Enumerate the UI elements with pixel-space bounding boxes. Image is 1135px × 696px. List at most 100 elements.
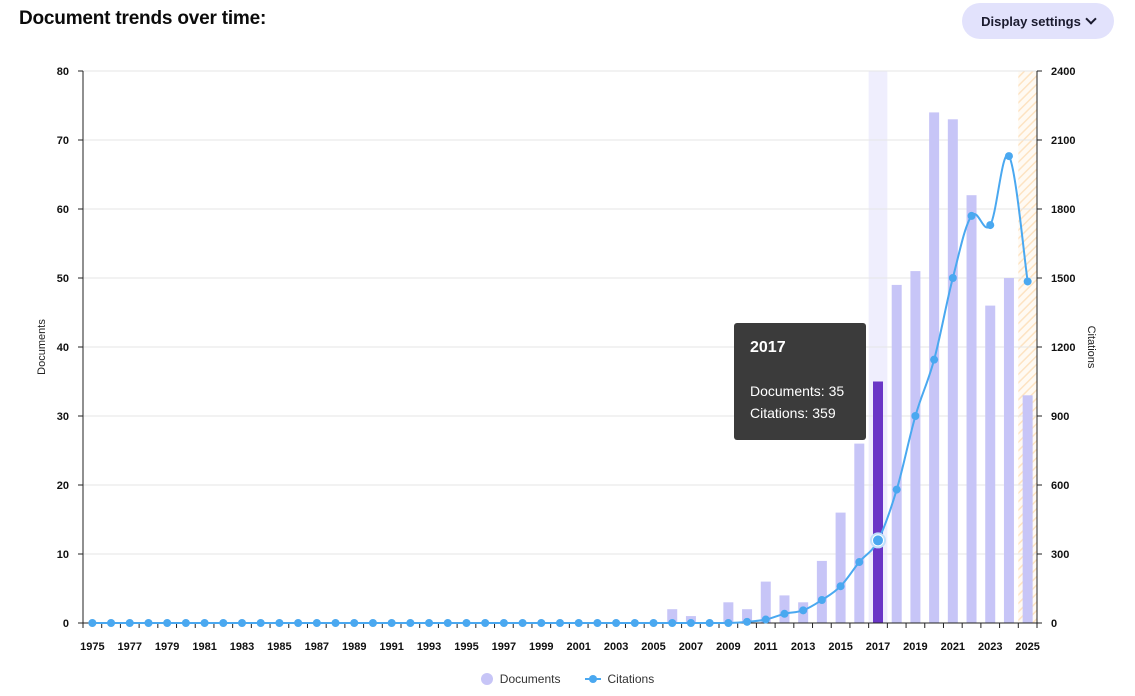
- documents-bar[interactable]: [835, 512, 846, 623]
- citations-point[interactable]: [892, 485, 901, 494]
- y-right-tick-label: 1800: [1051, 204, 1075, 216]
- citations-point[interactable]: [761, 615, 770, 624]
- citations-point[interactable]: [705, 619, 714, 627]
- citations-point[interactable]: [294, 619, 303, 627]
- legend-item-citations[interactable]: Citations: [584, 672, 655, 686]
- citations-point[interactable]: [181, 619, 190, 627]
- x-tick-label: 2019: [903, 641, 927, 653]
- citations-point[interactable]: [799, 606, 808, 615]
- citations-point[interactable]: [724, 619, 733, 627]
- citations-point[interactable]: [556, 619, 564, 627]
- documents-bar[interactable]: [1003, 278, 1014, 623]
- citations-point[interactable]: [312, 619, 321, 627]
- documents-bar[interactable]: [742, 609, 753, 623]
- y-right-tick-label: 300: [1051, 549, 1069, 561]
- citations-point[interactable]: [948, 274, 957, 282]
- documents-bar[interactable]: [667, 609, 678, 623]
- citations-point[interactable]: [1023, 277, 1032, 286]
- documents-bar[interactable]: [760, 581, 771, 623]
- documents-bar[interactable]: [947, 119, 958, 624]
- citations-point[interactable]: [743, 617, 752, 626]
- documents-bar[interactable]: [966, 195, 977, 623]
- citations-point[interactable]: [387, 619, 396, 627]
- citations-point[interactable]: [88, 619, 97, 627]
- citations-point[interactable]: [649, 619, 658, 627]
- citations-point[interactable]: [144, 619, 153, 627]
- documents-bar[interactable]: [723, 602, 734, 623]
- y-right-tick-label: 600: [1051, 480, 1069, 492]
- legend-citations-label: Citations: [607, 672, 655, 686]
- citations-point[interactable]: [686, 619, 695, 627]
- document-trends-chart: 0 0 10 300 20 600 30 900 40 1200 50 1500 60 1800 70 210…: [36, 66, 1097, 653]
- citations-point[interactable]: [930, 355, 939, 364]
- display-settings-button[interactable]: Display settings: [962, 3, 1114, 39]
- citations-point-highlighted[interactable]: [873, 535, 883, 546]
- citations-point[interactable]: [406, 619, 415, 627]
- documents-bar[interactable]: [1022, 395, 1033, 623]
- legend-item-documents[interactable]: Documents: [480, 672, 561, 686]
- citations-point[interactable]: [331, 619, 340, 627]
- x-tick-label: 2005: [641, 641, 665, 653]
- citations-point[interactable]: [817, 596, 826, 604]
- citations-point[interactable]: [967, 211, 976, 220]
- y-left-tick-label: 40: [57, 342, 69, 354]
- citations-point[interactable]: [275, 619, 284, 627]
- citations-point[interactable]: [855, 558, 864, 567]
- documents-bar[interactable]: [816, 560, 827, 623]
- citations-point[interactable]: [986, 221, 995, 230]
- citations-point[interactable]: [163, 619, 172, 627]
- x-tick-label: 2015: [828, 641, 852, 653]
- citations-point[interactable]: [537, 619, 546, 627]
- citations-point[interactable]: [425, 619, 434, 627]
- y-left-axis-title: Documents: [36, 319, 48, 375]
- citations-point[interactable]: [238, 619, 246, 627]
- chart-legend: Documents Citations: [0, 672, 1135, 686]
- citations-point[interactable]: [593, 619, 602, 627]
- citations-point[interactable]: [125, 619, 134, 627]
- citations-point[interactable]: [668, 619, 677, 627]
- citations-point[interactable]: [780, 609, 789, 618]
- x-tick-label: 2021: [941, 641, 965, 653]
- y-right-tick-label: 2400: [1051, 66, 1075, 78]
- tooltip-documents: Documents: 35: [750, 383, 845, 399]
- y-left-tick-label: 80: [57, 66, 69, 78]
- x-tick-label: 2023: [978, 641, 1002, 653]
- y-right-tick-label: 0: [1051, 618, 1057, 630]
- citations-point[interactable]: [443, 619, 452, 627]
- y-right-tick-label: 2100: [1051, 135, 1075, 147]
- documents-bar[interactable]: [910, 271, 921, 623]
- citations-point[interactable]: [630, 619, 639, 627]
- citations-point[interactable]: [462, 619, 471, 627]
- x-tick-label: 2011: [754, 641, 778, 653]
- page-title: Document trends over time:: [19, 8, 267, 29]
- documents-bar[interactable]: [985, 305, 996, 623]
- documents-bar-highlighted[interactable]: [873, 381, 883, 624]
- documents-bar[interactable]: [891, 284, 902, 623]
- x-tick-label: 2025: [1015, 641, 1039, 653]
- documents-bar[interactable]: [779, 595, 790, 623]
- citations-point[interactable]: [219, 619, 228, 627]
- citations-point[interactable]: [836, 582, 845, 591]
- citations-point[interactable]: [574, 619, 583, 627]
- x-tick-label: 1991: [379, 641, 403, 653]
- citations-point[interactable]: [612, 619, 621, 627]
- x-tick-label: 2001: [566, 641, 590, 653]
- citations-point[interactable]: [200, 619, 209, 627]
- citations-point[interactable]: [1004, 152, 1013, 161]
- documents-bar[interactable]: [854, 443, 865, 623]
- x-tick-label: 2017: [866, 641, 890, 653]
- citations-point[interactable]: [350, 619, 359, 627]
- citations-point[interactable]: [518, 619, 527, 627]
- y-left-tick-label: 30: [57, 411, 69, 423]
- display-settings-label: Display settings: [981, 13, 1081, 29]
- documents-bar[interactable]: [929, 112, 940, 624]
- citations-point[interactable]: [256, 619, 265, 627]
- citations-point[interactable]: [481, 619, 490, 627]
- x-tick-label: 1997: [492, 641, 516, 653]
- citations-point[interactable]: [499, 619, 508, 627]
- citations-point[interactable]: [911, 412, 920, 420]
- tooltip-year: 2017: [750, 339, 786, 356]
- legend-citations-swatch: [584, 675, 601, 683]
- citations-point[interactable]: [368, 619, 377, 627]
- citations-point[interactable]: [107, 619, 116, 627]
